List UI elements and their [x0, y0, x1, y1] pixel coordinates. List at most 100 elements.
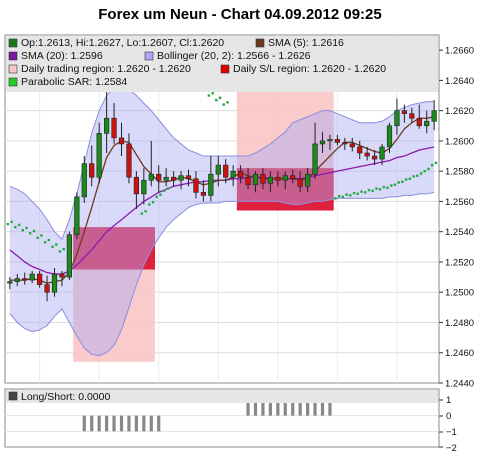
- price-tick-label: 1.2600: [445, 136, 474, 147]
- legend-swatch-trading-region: [8, 64, 18, 74]
- sar-dot: [47, 238, 51, 242]
- sar-dot: [25, 226, 28, 230]
- candle-body: [215, 164, 221, 175]
- sar-dot: [356, 192, 359, 196]
- sar-dot: [412, 175, 415, 178]
- candle-body: [349, 143, 355, 148]
- legend-sl-region: Daily S/L region: 1.2620 - 1.2620: [233, 63, 386, 75]
- long-short-bar: [157, 415, 161, 432]
- candle-body: [223, 164, 229, 178]
- sar-dot: [207, 94, 211, 97]
- legend-swatch-long-short: [8, 391, 18, 401]
- legend-long-short: Long/Short: 0.0000: [21, 391, 110, 403]
- candle-body: [141, 179, 147, 195]
- candle-body: [379, 146, 385, 160]
- sar-dot: [144, 210, 147, 213]
- legend-swatch-bollinger: [144, 51, 154, 61]
- candle-body: [319, 140, 326, 145]
- legend-swatch-ohlc: [8, 38, 18, 48]
- candle-body: [29, 273, 35, 281]
- bollinger-upper-line: [9, 85, 435, 241]
- price-tick-label: 1.2560: [445, 197, 474, 208]
- candle-body: [148, 173, 154, 181]
- candle-body: [260, 173, 266, 184]
- candle-body: [111, 117, 117, 139]
- candle-body: [163, 176, 169, 181]
- long-short-bar: [298, 400, 302, 416]
- long-short-bar: [283, 400, 287, 416]
- candle-body: [357, 146, 363, 154]
- sar-dot: [55, 243, 58, 246]
- sar-dot: [349, 194, 352, 197]
- price-tick-label: 1.2540: [445, 227, 474, 238]
- candle-body: [133, 176, 139, 195]
- bollinger-fill: [9, 86, 435, 356]
- legend-background: [6, 36, 438, 92]
- candlesticks: [7, 80, 437, 302]
- candle-body: [305, 173, 311, 187]
- sar-dot: [363, 191, 367, 194]
- lower-tick-label: 1: [446, 395, 451, 406]
- candle-body: [22, 278, 28, 281]
- price-tick-label: 1.2460: [445, 348, 474, 359]
- long-short-bar: [268, 400, 272, 416]
- long-short-bar: [134, 415, 138, 432]
- price-tick-label: 1.2640: [445, 76, 474, 87]
- candle-body: [230, 170, 236, 178]
- sar-dot: [393, 183, 397, 186]
- long-short-bar: [82, 415, 86, 432]
- candle-body: [59, 273, 65, 278]
- long-short-bar: [313, 400, 317, 416]
- sar-dot: [155, 195, 158, 199]
- candle-body: [7, 281, 13, 284]
- sar-dot: [21, 228, 24, 232]
- candle-body: [267, 176, 273, 184]
- long-short-bar: [90, 415, 94, 432]
- legend-ohlc: Op:1.2613, Hi:1.2627, Lo:1.2607, Cl:1.26…: [21, 37, 224, 49]
- candle-body: [171, 176, 177, 181]
- legend-sma5: SMA (5): 1.2616: [268, 37, 344, 49]
- candle-body: [327, 139, 333, 142]
- candle-body: [431, 110, 437, 122]
- candle-body: [208, 173, 214, 196]
- candle-body: [185, 175, 192, 180]
- sar-dot: [378, 188, 382, 191]
- candle-body: [401, 110, 407, 114]
- long-short-bar: [306, 400, 310, 416]
- sar-dot: [211, 92, 214, 95]
- candle-body: [118, 137, 125, 145]
- price-tick-label: 1.2620: [445, 106, 474, 117]
- sar-dot: [17, 223, 21, 227]
- long-short-bar: [253, 400, 258, 416]
- legend-sar: Parabolic SAR: 1.2584: [21, 76, 127, 88]
- candle-body: [371, 155, 378, 160]
- sar-dot: [166, 187, 170, 190]
- sar-dot: [434, 161, 438, 165]
- candle-body: [104, 117, 110, 134]
- sar-dot: [408, 177, 412, 180]
- sar-dot: [6, 222, 10, 226]
- price-tick-label: 1.2480: [445, 318, 474, 329]
- price-tick-label: 1.2500: [445, 288, 474, 299]
- bollinger-lower-line: [9, 191, 435, 357]
- candle-body: [416, 117, 422, 127]
- legend-trading-region: Daily trading region: 1.2620 - 1.2620: [21, 63, 191, 75]
- sar-dot: [334, 197, 337, 200]
- long-short-bar: [97, 415, 101, 432]
- main-price-panel: 1.2660 1.2640 1.2620 1.2600 1.2580 1.2560 1.25…: [4, 34, 474, 390]
- sar-dot: [28, 232, 32, 235]
- candle-body: [364, 152, 370, 157]
- price-tick-label: 1.2520: [445, 257, 474, 268]
- sar-dot: [416, 174, 419, 177]
- sar-dot: [404, 178, 408, 181]
- sar-dot: [148, 203, 151, 206]
- sar-dot: [337, 194, 341, 198]
- candle-body: [238, 170, 244, 178]
- candle-body: [252, 173, 259, 186]
- sar-dot: [222, 103, 225, 106]
- candle-body: [126, 143, 132, 178]
- candle-body: [342, 142, 348, 145]
- long-short-panel: Long/Short: 0.0000 1 0 −1 −2: [4, 388, 457, 454]
- sar-dot: [419, 172, 423, 175]
